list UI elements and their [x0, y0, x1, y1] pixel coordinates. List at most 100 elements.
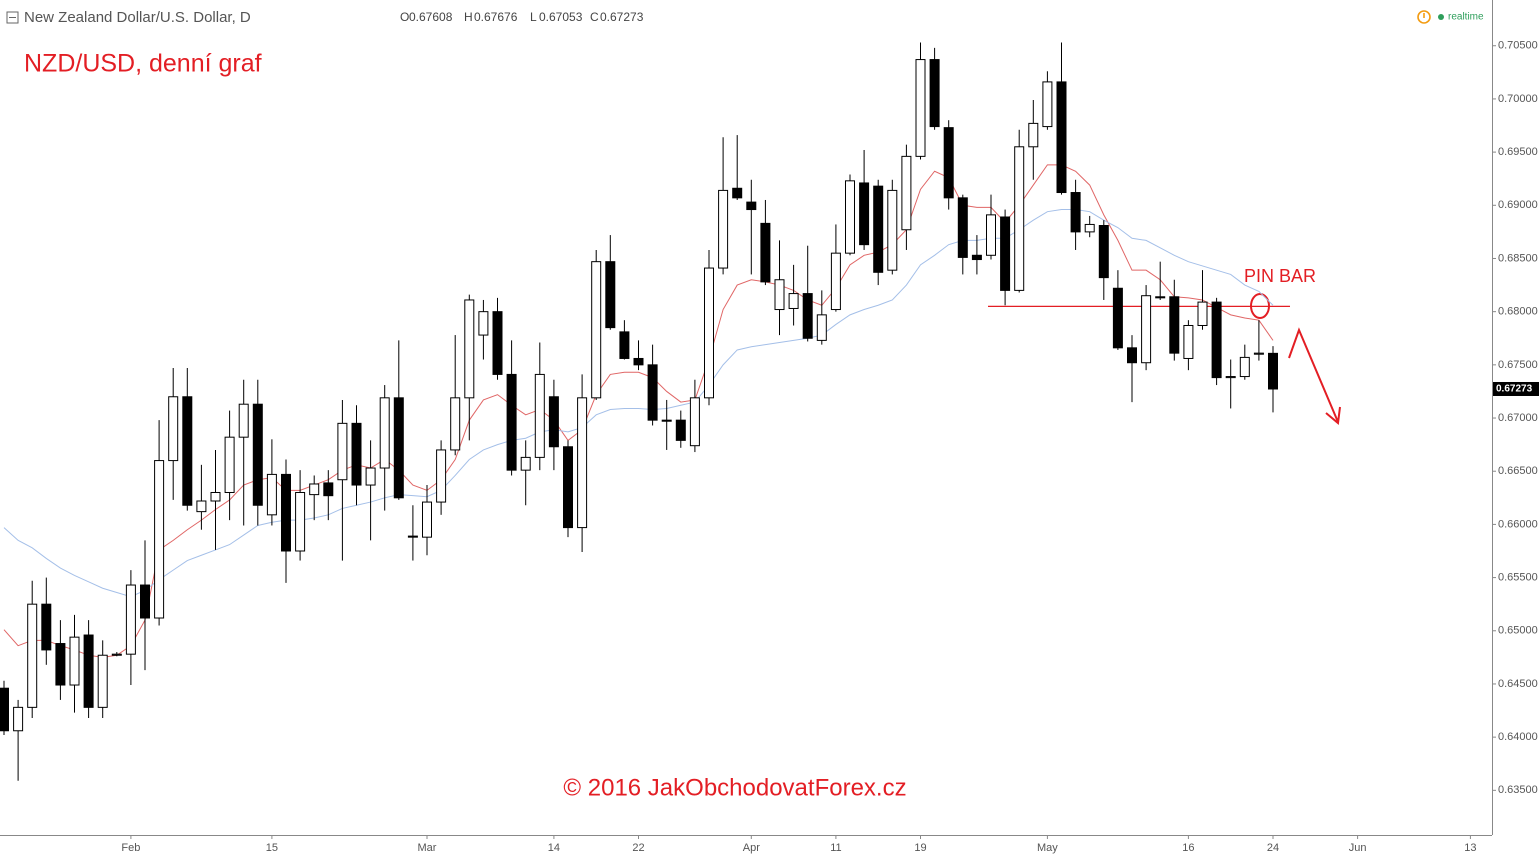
- candle-body: [1000, 216, 1011, 291]
- candle-body: [281, 473, 291, 552]
- pin-bar-label: PIN BAR: [1244, 266, 1316, 286]
- x-tick-label: Apr: [743, 842, 760, 854]
- x-tick-label: Jun: [1349, 842, 1367, 854]
- candle-body: [407, 535, 418, 538]
- candle-body: [13, 706, 24, 732]
- candle-body: [506, 373, 517, 471]
- candle-body: [379, 397, 390, 469]
- ohlc-readout: O 0.67608 H 0.67676 L 0.67053 C 0.67273: [400, 10, 644, 24]
- candle-body: [464, 299, 475, 399]
- candle-body: [971, 254, 982, 261]
- candle-body: [520, 456, 531, 471]
- candle-body: [422, 501, 432, 538]
- candle-body: [492, 311, 503, 375]
- candle-body: [182, 396, 193, 506]
- candle-body: [210, 491, 221, 502]
- ohlc-value: 0.67053: [539, 10, 583, 24]
- y-tick-label: 0.63500: [1498, 784, 1538, 796]
- candle-body: [845, 180, 855, 254]
- candle-body: [351, 422, 362, 486]
- candle-body: [478, 311, 489, 336]
- candle-body: [915, 59, 926, 157]
- candle-body: [1014, 146, 1025, 291]
- status-text: realtime: [1448, 12, 1484, 23]
- candle-body: [746, 201, 757, 211]
- candle-body: [323, 482, 334, 497]
- candle-body: [1056, 81, 1067, 194]
- x-tick-label: 15: [266, 842, 278, 854]
- candle-body: [605, 261, 616, 329]
- candle-body: [873, 185, 884, 273]
- candle-body: [901, 155, 912, 231]
- candle-body: [111, 653, 122, 656]
- y-tick-label: 0.68500: [1498, 252, 1538, 264]
- x-tick-label: Feb: [121, 842, 140, 854]
- candle-body: [534, 373, 545, 458]
- y-tick-label: 0.67500: [1498, 359, 1538, 371]
- x-tick-label: Mar: [418, 842, 437, 854]
- candle-body: [732, 187, 743, 199]
- candle-body: [1098, 225, 1109, 279]
- candle-body: [548, 396, 559, 448]
- x-tick-label: 22: [632, 842, 644, 854]
- ohlc-value: 0.67273: [600, 10, 644, 24]
- candle-body: [83, 634, 94, 708]
- candle-body: [295, 491, 306, 552]
- candle-body: [689, 397, 700, 447]
- candle-body: [718, 189, 729, 269]
- x-tick-label: May: [1037, 842, 1058, 854]
- symbol-title: New Zealand Dollar/U.S. Dollar, D: [24, 9, 251, 26]
- ohlc-label: O: [400, 10, 409, 24]
- candle-body: [309, 483, 320, 496]
- candle-body: [859, 182, 870, 246]
- candle-body: [1169, 296, 1180, 354]
- candle-body: [27, 603, 38, 708]
- candle-body: [140, 584, 150, 619]
- y-tick-label: 0.69500: [1498, 146, 1538, 158]
- ohlc-label: L: [530, 10, 537, 24]
- ohlc-label: H: [464, 10, 473, 24]
- candle-body: [55, 643, 66, 686]
- y-tick-label: 0.65000: [1498, 625, 1538, 637]
- candle-body: [224, 436, 235, 493]
- candle-body: [1084, 223, 1095, 233]
- last-price-tag: [1493, 381, 1539, 396]
- candle-body: [647, 364, 658, 421]
- candle-body: [774, 279, 785, 311]
- ohlc-label: C: [590, 10, 599, 24]
- candle-body: [986, 214, 996, 256]
- chart-title: NZD/USD, denní graf: [24, 50, 262, 78]
- candle-body: [450, 397, 461, 451]
- candle-body: [1141, 295, 1152, 364]
- candle-body: [69, 636, 80, 686]
- candle-body: [1070, 192, 1081, 233]
- candle-body: [1268, 352, 1278, 390]
- candle-body: [393, 397, 404, 499]
- candle-body: [943, 127, 954, 199]
- candle-body: [577, 397, 588, 529]
- x-tick-label: 19: [914, 842, 926, 854]
- warning-icon[interactable]: [1417, 10, 1431, 24]
- x-tick-label: 16: [1182, 842, 1194, 854]
- candle-body: [1183, 324, 1194, 359]
- candle-body: [675, 419, 686, 441]
- candle-body: [704, 267, 714, 399]
- candle-body: [154, 460, 165, 619]
- candle-body: [661, 419, 672, 422]
- moving-average: [3, 209, 1274, 598]
- collapse-icon[interactable]: [6, 11, 19, 24]
- y-tick-label: 0.65500: [1498, 571, 1538, 583]
- candle-body: [802, 293, 813, 339]
- candle-body: [436, 449, 447, 503]
- last-price-label: 0.67273: [1496, 384, 1533, 395]
- y-tick-label: 0.69000: [1498, 199, 1538, 211]
- ohlc-value: 0.67608: [409, 10, 453, 24]
- y-tick-label: 0.66000: [1498, 518, 1538, 530]
- y-tick-label: 0.66500: [1498, 465, 1538, 477]
- y-tick-label: 0.70000: [1498, 93, 1538, 105]
- y-tick-label: 0.67000: [1498, 412, 1538, 424]
- candle-body: [957, 197, 968, 258]
- candle-body: [97, 654, 108, 708]
- y-tick-label: 0.64000: [1498, 731, 1538, 743]
- candle-body: [1112, 287, 1123, 349]
